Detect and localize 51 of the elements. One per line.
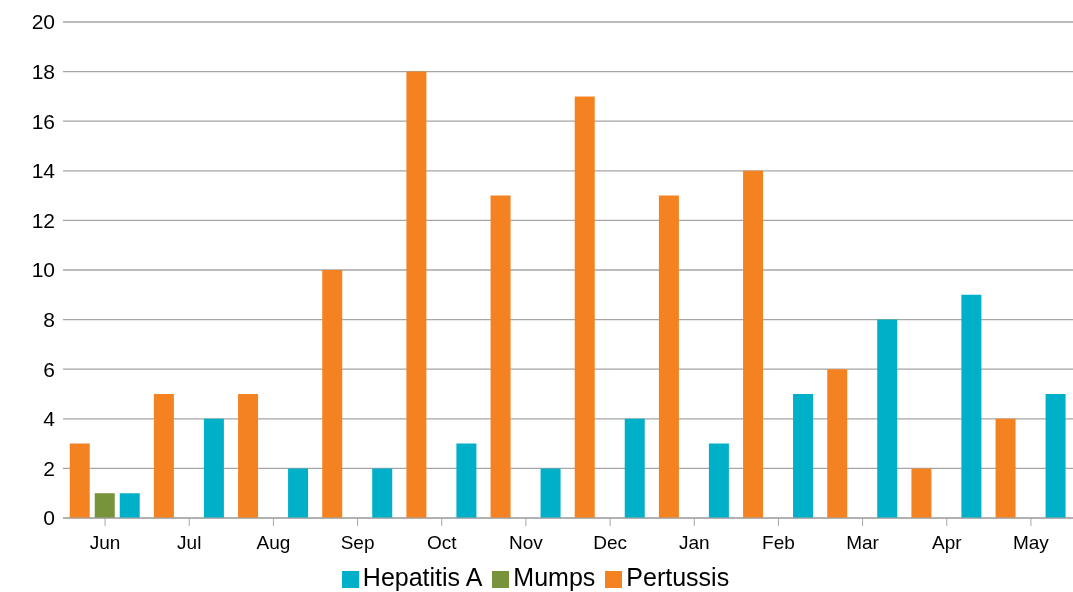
bar [203, 418, 224, 518]
bar [708, 443, 729, 518]
bar [658, 195, 679, 518]
x-tick-label: Dec [593, 532, 627, 554]
y-tick-label: 8 [43, 308, 55, 332]
bar [456, 443, 477, 518]
y-tick-label: 0 [43, 506, 55, 530]
y-tick-label: 2 [43, 456, 55, 480]
bar [961, 294, 982, 518]
bar [574, 96, 595, 518]
x-tick-label: Apr [931, 532, 963, 554]
bar [624, 418, 645, 518]
x-tick-label: May [1012, 532, 1050, 554]
y-tick-label: 6 [43, 357, 55, 381]
bar [119, 493, 140, 518]
x-tick-label: Oct [426, 532, 458, 554]
x-tick-label: Nov [509, 532, 544, 554]
bar [69, 443, 90, 518]
y-tick-label: 14 [31, 159, 56, 183]
bar [94, 493, 115, 518]
bar [288, 468, 309, 518]
y-tick-label: 10 [31, 258, 55, 282]
bar [406, 71, 427, 518]
bar [372, 468, 393, 518]
bar [877, 319, 898, 518]
x-tick-label: Jun [89, 532, 121, 554]
y-tick-label: 4 [43, 407, 56, 431]
y-tick-label: 16 [31, 109, 55, 133]
legend-label: Pertussis [626, 563, 730, 591]
x-tick-label: Jan [678, 532, 710, 554]
bar [490, 195, 511, 518]
bar [153, 394, 174, 518]
y-tick-label: 12 [31, 208, 55, 232]
x-tick-label: Mar [846, 532, 880, 554]
bar [793, 394, 814, 518]
bar [743, 170, 764, 518]
legend-label: Mumps [513, 563, 596, 591]
bar [827, 369, 848, 518]
legend-label: Hepatitis A [362, 563, 483, 591]
x-tick-label: Aug [256, 532, 291, 554]
y-tick-label: 20 [31, 10, 55, 34]
x-tick-label: Jul [177, 532, 202, 554]
bar [995, 418, 1016, 518]
bar [1045, 394, 1066, 518]
y-tick-label: 18 [31, 60, 55, 84]
bar [540, 468, 561, 518]
bar [911, 468, 932, 518]
x-tick-label: Feb [762, 532, 795, 554]
bar [238, 394, 259, 518]
x-tick-label: Sep [340, 532, 375, 554]
bar [322, 270, 343, 518]
